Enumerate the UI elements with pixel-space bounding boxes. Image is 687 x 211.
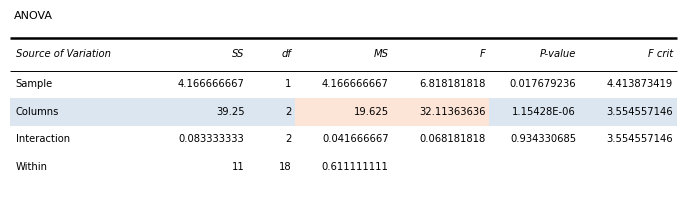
Text: 0.083333333: 0.083333333 [179,134,245,144]
Text: ANOVA: ANOVA [14,11,53,20]
Text: F: F [480,49,486,59]
Text: 6.818181818: 6.818181818 [420,79,486,89]
Text: P-value: P-value [539,49,576,59]
Text: 0.934330685: 0.934330685 [510,134,576,144]
Text: 4.166666667: 4.166666667 [178,79,245,89]
Text: 2: 2 [285,107,291,117]
Text: 1: 1 [285,79,291,89]
Text: Source of Variation: Source of Variation [16,49,111,59]
Text: 0.017679236: 0.017679236 [509,79,576,89]
Text: 0.041666667: 0.041666667 [322,134,389,144]
Text: 0.068181818: 0.068181818 [420,134,486,144]
Text: Sample: Sample [16,79,53,89]
Text: 1.15428E-06: 1.15428E-06 [513,107,576,117]
Text: 39.25: 39.25 [216,107,245,117]
Text: 4.413873419: 4.413873419 [607,79,673,89]
Text: 32.11363636: 32.11363636 [420,107,486,117]
Text: 11: 11 [232,162,245,172]
Text: Within: Within [16,162,48,172]
Text: Interaction: Interaction [16,134,70,144]
Text: 4.166666667: 4.166666667 [322,79,389,89]
Text: F crit: F crit [648,49,673,59]
Text: 0.611111111: 0.611111111 [322,162,389,172]
Text: 3.554557146: 3.554557146 [607,107,673,117]
Text: Columns: Columns [16,107,59,117]
Text: df: df [282,49,291,59]
Text: 19.625: 19.625 [354,107,389,117]
Text: MS: MS [374,49,389,59]
Text: SS: SS [232,49,245,59]
Text: 2: 2 [285,134,291,144]
Text: 3.554557146: 3.554557146 [607,134,673,144]
Text: 18: 18 [279,162,291,172]
